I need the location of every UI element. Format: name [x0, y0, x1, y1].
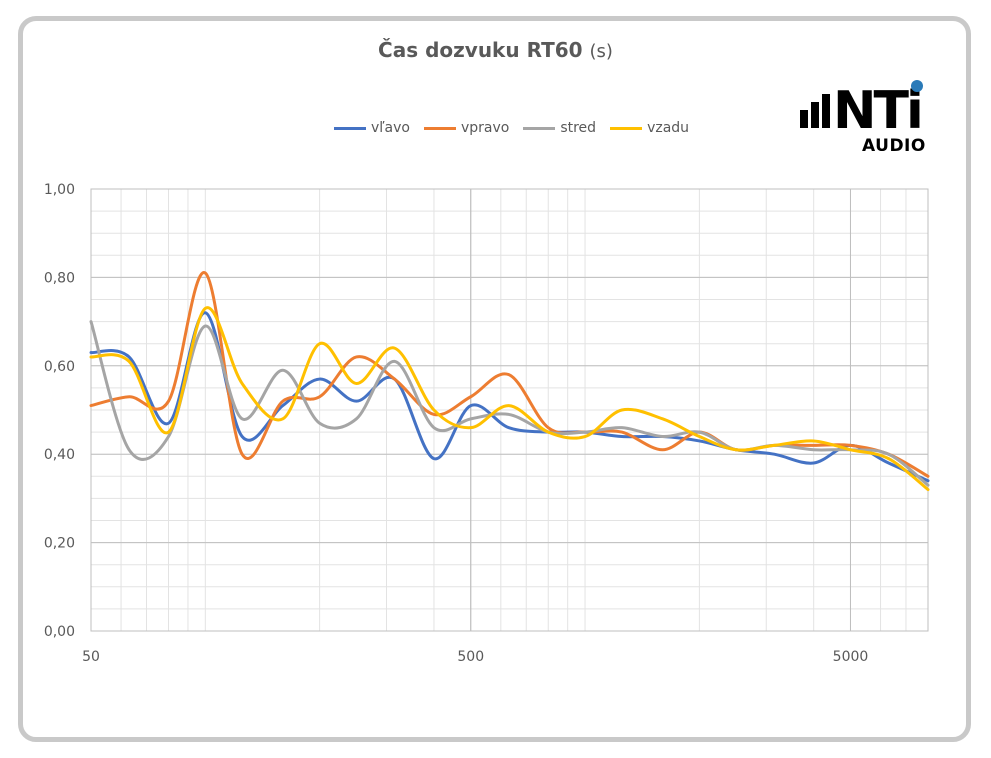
y-tick-label: 0,00 [44, 624, 75, 640]
legend-item: vpravo [423, 120, 510, 136]
chart-title: Čas dozvuku RT60 (s) [0, 38, 991, 62]
series-line-vpravo [89, 271, 930, 478]
legend-swatch [523, 126, 556, 130]
legend-item: vzadu [610, 120, 689, 136]
chart-title-unit: (s) [589, 41, 613, 62]
x-tick-label: 50 [82, 649, 100, 665]
legend-swatch [423, 126, 456, 130]
legend-item: stred [523, 120, 596, 136]
series-line-vľavo [89, 311, 930, 483]
x-tick-label: 5000 [833, 649, 869, 665]
series-line-vzadu [89, 306, 930, 492]
legend-item: vľavo [334, 120, 410, 136]
y-tick-label: 0,20 [44, 536, 75, 552]
x-tick-label: 500 [457, 649, 484, 665]
legend-label: stred [560, 120, 597, 136]
nti-audio-logo: NTi [800, 80, 924, 141]
legend-label: vpravo [460, 120, 510, 136]
y-tick-label: 1,00 [44, 182, 75, 198]
logo-sub-text: AUDIO [862, 136, 926, 156]
logo-brand-text: NTi [833, 81, 921, 141]
chart-title-main: Čas dozvuku RT60 [378, 38, 583, 62]
y-tick-label: 0,40 [44, 447, 75, 463]
chart-legend: vľavo vpravo stred vzadu [334, 120, 689, 136]
legend-label: vľavo [371, 120, 410, 136]
logo-dot [911, 80, 923, 92]
y-tick-label: 0,80 [44, 270, 75, 286]
legend-label: vzadu [647, 120, 690, 136]
plot-border [90, 188, 929, 632]
y-tick-label: 0,60 [44, 359, 75, 375]
legend-swatch [610, 126, 643, 130]
legend-swatch [334, 126, 366, 130]
